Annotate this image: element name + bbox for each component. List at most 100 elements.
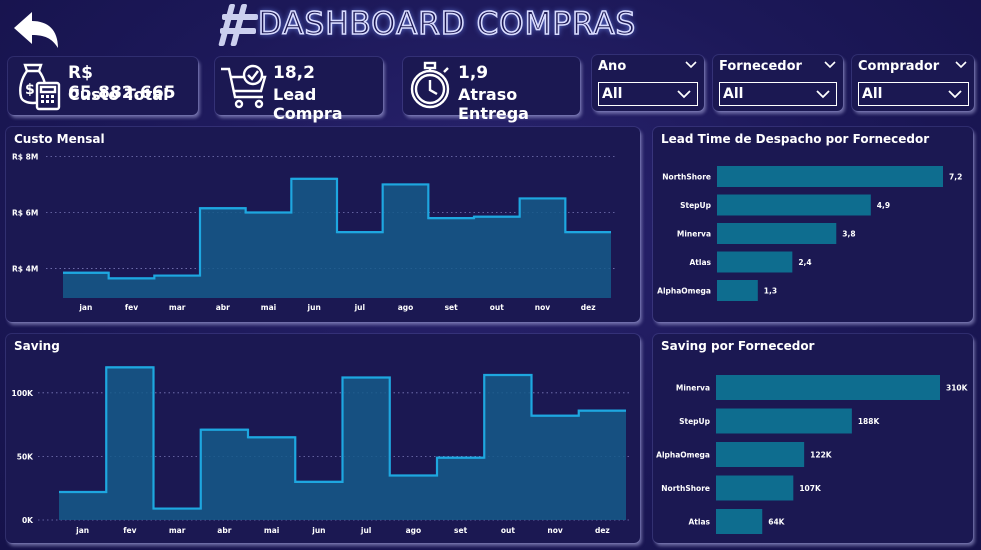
bar-NorthShore (716, 475, 794, 501)
x-tick-label: dez (595, 526, 610, 535)
chevron-down-icon (816, 90, 830, 99)
category-label: NorthShore (661, 484, 710, 493)
y-tick-label: R$ 8M (12, 152, 38, 161)
page-title: DASHBOARD COMPRAS (257, 5, 637, 43)
category-label: StepUp (680, 201, 712, 210)
x-tick-label: mai (264, 526, 279, 535)
panel-saving: Saving 0K 50K 100K jan fev mar abr mai jun jul ago… (6, 334, 640, 543)
data-step-out (484, 373, 532, 376)
kpi-label-atraso-entrega: Atraso Entrega (458, 85, 529, 123)
data-step-ago (389, 474, 437, 477)
kpi-card-lead-compra: 18,2 Lead Compra (215, 57, 383, 123)
x-tick-label: nov (535, 303, 550, 312)
data-label: 3,8 (842, 230, 855, 239)
panel-saving-fornecedor: Saving por Fornecedor Minerva 310K StepUp 1… (653, 334, 973, 543)
data-label: 1,3 (764, 287, 777, 296)
data-step-dez (578, 409, 626, 412)
filter-select-comprador[interactable]: All (858, 82, 969, 106)
data-label: 107K (799, 484, 822, 493)
filter-value-comprador: All (862, 86, 883, 102)
category-label: Minerva (676, 384, 710, 393)
y-tick-label: 0K (22, 516, 34, 525)
category-label: Minerva (677, 230, 711, 239)
x-tick-label: jan (78, 303, 92, 312)
data-step-jun (291, 177, 337, 180)
bar-StepUp (716, 408, 852, 434)
x-tick-label: jul (360, 526, 371, 535)
x-tick-label: dez (581, 303, 596, 312)
data-step-mar (154, 274, 200, 277)
data-label: 2,4 (798, 258, 811, 267)
category-label: NorthShore (662, 173, 711, 182)
data-step-fev (106, 366, 154, 369)
x-tick-label: set (445, 303, 459, 312)
data-step-abr (200, 428, 248, 431)
category-label: Atlas (689, 518, 711, 527)
x-tick-label: mai (261, 303, 276, 312)
category-label: StepUp (679, 417, 711, 426)
x-tick-label: set (454, 526, 468, 535)
kpi-card-custo-total: $ R$ 65.882.665 Custo Total (8, 57, 198, 115)
data-step-mar (153, 507, 201, 510)
filter-label-ano: Ano (598, 59, 627, 74)
panel-title-saving: Saving (14, 339, 60, 353)
bar-AlphaOmega (716, 442, 805, 467)
kpi-label-lead-compra: Lead Compra (273, 85, 343, 123)
series-line (63, 177, 611, 280)
filter-comprador: Comprador All (852, 55, 974, 111)
filter-ano: Ano All (592, 55, 704, 111)
chart-saving-fornecedor: Minerva 310K StepUp 188K AlphaOmega 122K North… (656, 375, 969, 534)
data-step-set (428, 217, 474, 220)
kpi-card-atraso-entrega: 1,9 Atraso Entrega (403, 57, 580, 123)
back-button[interactable] (10, 8, 62, 52)
category-label: AlphaOmega (656, 451, 710, 460)
x-tick-label: out (490, 303, 504, 312)
kpi-value-custo-total: R$ 65.882.665 (68, 63, 176, 103)
data-step-jan (63, 271, 109, 274)
chevron-down-icon (948, 90, 962, 99)
chevron-down-icon (677, 90, 691, 99)
header-title-block: DASHBOARD COMPRAS (218, 2, 748, 48)
x-tick-label: fev (123, 526, 136, 535)
x-tick-label: out (501, 526, 515, 535)
chevron-down-icon[interactable] (685, 61, 697, 69)
filter-value-ano: All (602, 86, 623, 102)
data-step-out (474, 215, 520, 218)
x-tick-label: fev (125, 303, 138, 312)
data-step-ago (382, 183, 429, 186)
filter-select-fornecedor[interactable]: All (719, 82, 837, 106)
category-label: Atlas (690, 258, 712, 267)
x-tick-label: jun (307, 303, 321, 312)
x-tick-label: ago (398, 303, 414, 312)
data-step-dez (565, 231, 611, 234)
chevron-down-icon[interactable] (955, 61, 967, 69)
series-line (59, 366, 626, 510)
chart-saving: 0K 50K 100K jan fev mar abr mai jun jul ago set out n… (12, 366, 632, 535)
kpi-value-lead-compra: 18,2 (273, 63, 315, 83)
panel-title-saving-fornecedor: Saving por Fornecedor (661, 339, 815, 353)
bar-Minerva (716, 375, 940, 400)
chevron-down-icon[interactable] (824, 61, 836, 69)
panel-title-lead-time: Lead Time de Despacho por Fornecedor (661, 132, 930, 146)
x-tick-label: jun (311, 526, 325, 535)
y-tick-label: R$ 4M (12, 265, 38, 274)
data-label: 7,2 (949, 173, 962, 182)
data-step-jan (59, 491, 107, 494)
data-step-jun (295, 480, 343, 483)
bar-StepUp (717, 194, 871, 216)
chart-lead-time: NorthShore 7,2 StepUp 4,9 Minerva 3,8 Atlas 2,4… (657, 166, 962, 301)
kpi-label-custo-total: Custo Total (68, 85, 169, 104)
x-tick-label: mar (169, 303, 186, 312)
filter-label-fornecedor: Fornecedor (719, 59, 802, 74)
data-step-fev (108, 277, 155, 280)
chart-custo-mensal: R$ 4M R$ 6M R$ 8M jan fev mar abr mai jun jul ago s… (12, 152, 617, 312)
x-tick-label: jan (75, 526, 89, 535)
data-step-abr (200, 207, 246, 210)
x-tick-label: mar (169, 526, 186, 535)
y-tick-label: 100K (12, 389, 35, 398)
filter-select-ano[interactable]: All (598, 82, 698, 106)
filter-fornecedor: Fornecedor All (713, 55, 843, 111)
data-label: 122K (810, 451, 833, 460)
back-arrow-icon (14, 12, 58, 48)
y-tick-label: 50K (17, 452, 34, 461)
